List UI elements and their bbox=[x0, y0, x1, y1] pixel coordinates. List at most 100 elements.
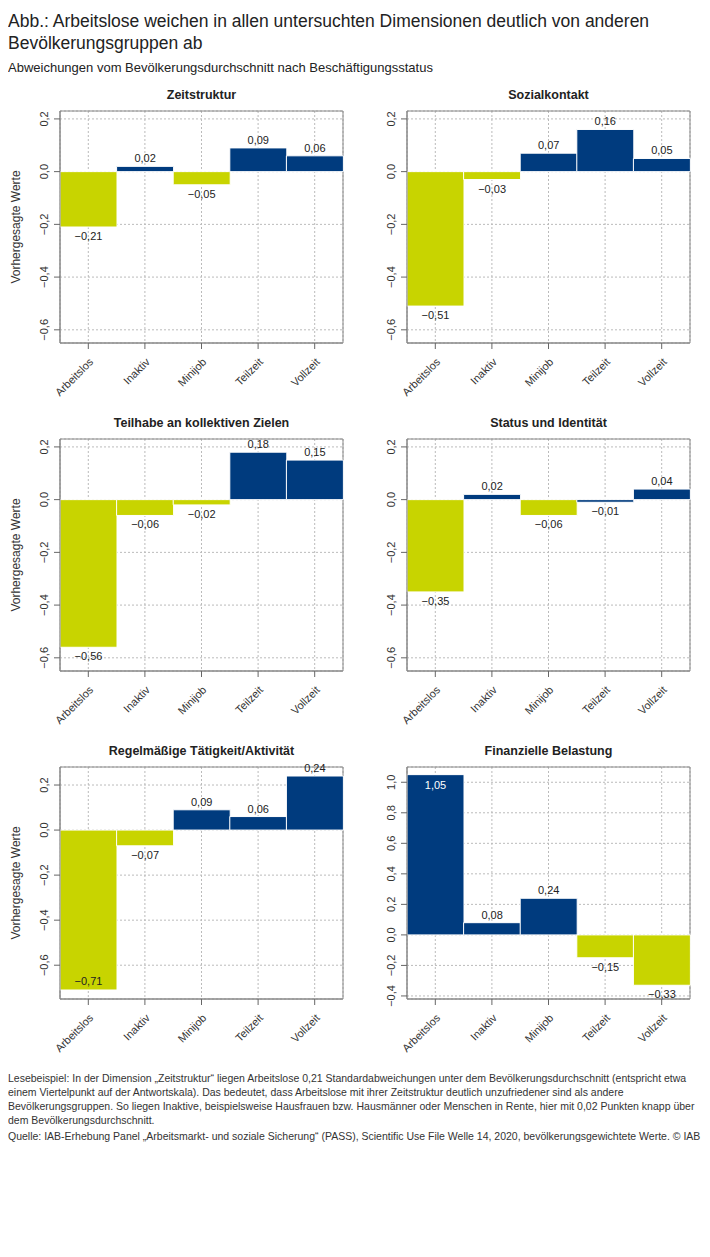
svg-text:−0,01: −0,01 bbox=[591, 505, 619, 517]
svg-text:0,02: 0,02 bbox=[481, 480, 502, 492]
svg-text:Vollzeit: Vollzeit bbox=[636, 684, 669, 717]
svg-text:Vorhergesagte Werte: Vorhergesagte Werte bbox=[9, 498, 23, 612]
svg-text:−0,4: −0,4 bbox=[385, 266, 397, 288]
svg-text:Teilzeit: Teilzeit bbox=[233, 684, 265, 716]
svg-text:Vorhergesagte Werte: Vorhergesagte Werte bbox=[9, 826, 23, 940]
svg-text:Minijob: Minijob bbox=[175, 684, 208, 717]
svg-text:0,2: 0,2 bbox=[38, 111, 50, 126]
svg-text:−0,71: −0,71 bbox=[75, 975, 103, 987]
svg-text:0,09: 0,09 bbox=[248, 134, 269, 146]
svg-text:−0,06: −0,06 bbox=[131, 518, 159, 530]
svg-text:Minijob: Minijob bbox=[175, 356, 208, 389]
svg-text:Arbeitslos: Arbeitslos bbox=[53, 355, 96, 398]
svg-text:−0,35: −0,35 bbox=[422, 595, 450, 607]
svg-text:0,2: 0,2 bbox=[385, 439, 397, 454]
svg-text:1,0: 1,0 bbox=[385, 775, 397, 790]
svg-text:−0,4: −0,4 bbox=[385, 985, 397, 1007]
svg-text:−0,03: −0,03 bbox=[478, 183, 506, 195]
svg-text:−0,33: −0,33 bbox=[648, 988, 676, 1000]
html-text:Abb.: Arbeitslose weichen in a: Abb.: Arbeitslose weichen in allen unter… bbox=[8, 11, 650, 53]
svg-text:0,2: 0,2 bbox=[38, 439, 50, 454]
svg-text:−0,6: −0,6 bbox=[38, 954, 50, 976]
svg-text:0,24: 0,24 bbox=[304, 762, 325, 774]
svg-text:0,18: 0,18 bbox=[248, 438, 269, 450]
svg-text:Teilzeit: Teilzeit bbox=[580, 684, 612, 716]
svg-text:−0,6: −0,6 bbox=[385, 647, 397, 669]
svg-text:Inaktiv: Inaktiv bbox=[121, 683, 152, 714]
svg-text:Teilzeit: Teilzeit bbox=[580, 1012, 612, 1044]
svg-text:−0,06: −0,06 bbox=[535, 518, 563, 530]
svg-text:Teilzeit: Teilzeit bbox=[233, 356, 265, 388]
svg-text:0,06: 0,06 bbox=[248, 803, 269, 815]
svg-text:Inaktiv: Inaktiv bbox=[468, 1011, 499, 1042]
svg-text:−0,4: −0,4 bbox=[38, 266, 50, 288]
svg-text:−0,4: −0,4 bbox=[385, 594, 397, 616]
svg-text:0,0: 0,0 bbox=[38, 822, 50, 837]
svg-text:0,0: 0,0 bbox=[385, 927, 397, 942]
svg-text:0,16: 0,16 bbox=[595, 115, 616, 127]
html-text:Zeitstruktur: Zeitstruktur bbox=[166, 88, 237, 102]
svg-text:0,09: 0,09 bbox=[191, 796, 212, 808]
svg-text:−0,4: −0,4 bbox=[38, 909, 50, 931]
svg-text:Vollzeit: Vollzeit bbox=[289, 356, 322, 389]
svg-text:0,0: 0,0 bbox=[38, 164, 50, 179]
svg-text:Arbeitslos: Arbeitslos bbox=[53, 1011, 96, 1054]
svg-text:Minijob: Minijob bbox=[522, 684, 555, 717]
svg-text:0,15: 0,15 bbox=[304, 446, 325, 458]
svg-text:Vollzeit: Vollzeit bbox=[289, 1012, 322, 1045]
svg-text:−0,6: −0,6 bbox=[38, 319, 50, 341]
svg-text:−0,05: −0,05 bbox=[188, 188, 216, 200]
svg-text:0,08: 0,08 bbox=[481, 909, 502, 921]
svg-text:0,02: 0,02 bbox=[134, 152, 155, 164]
html-text:Abweichungen vom Bevölkerungsd: Abweichungen vom Bevölkerungsdurchschnit… bbox=[8, 60, 433, 75]
svg-text:−0,15: −0,15 bbox=[591, 961, 619, 973]
html-text:Lesebeispiel: In der Dimension: Lesebeispiel: In der Dimension „Zeitstru… bbox=[8, 1072, 695, 1126]
svg-text:−0,56: −0,56 bbox=[75, 650, 103, 662]
svg-text:−0,07: −0,07 bbox=[131, 849, 159, 861]
svg-text:Teilzeit: Teilzeit bbox=[580, 356, 612, 388]
svg-text:0,0: 0,0 bbox=[385, 164, 397, 179]
svg-text:Inaktiv: Inaktiv bbox=[121, 1011, 152, 1042]
svg-text:−0,2: −0,2 bbox=[385, 955, 397, 977]
svg-text:−0,2: −0,2 bbox=[38, 214, 50, 236]
svg-text:0,0: 0,0 bbox=[385, 492, 397, 507]
svg-text:Vollzeit: Vollzeit bbox=[289, 684, 322, 717]
svg-text:−0,21: −0,21 bbox=[75, 230, 103, 242]
svg-text:0,8: 0,8 bbox=[385, 805, 397, 820]
svg-text:0,6: 0,6 bbox=[385, 836, 397, 851]
svg-text:0,04: 0,04 bbox=[651, 475, 672, 487]
svg-text:0,07: 0,07 bbox=[538, 139, 559, 151]
svg-text:−0,2: −0,2 bbox=[385, 542, 397, 564]
svg-text:0,24: 0,24 bbox=[538, 884, 559, 896]
svg-text:0,2: 0,2 bbox=[385, 897, 397, 912]
svg-text:Arbeitslos: Arbeitslos bbox=[53, 683, 96, 726]
svg-text:Minijob: Minijob bbox=[522, 356, 555, 389]
svg-text:−0,6: −0,6 bbox=[38, 647, 50, 669]
svg-text:Arbeitslos: Arbeitslos bbox=[400, 683, 443, 726]
svg-text:Minijob: Minijob bbox=[522, 1012, 555, 1045]
svg-text:Minijob: Minijob bbox=[175, 1012, 208, 1045]
svg-text:Inaktiv: Inaktiv bbox=[468, 355, 499, 386]
svg-text:Teilzeit: Teilzeit bbox=[233, 1012, 265, 1044]
svg-text:0,4: 0,4 bbox=[385, 866, 397, 881]
svg-text:Arbeitslos: Arbeitslos bbox=[400, 355, 443, 398]
svg-text:Vorhergesagte Werte: Vorhergesagte Werte bbox=[9, 170, 23, 284]
svg-text:−0,02: −0,02 bbox=[188, 508, 216, 520]
svg-text:Inaktiv: Inaktiv bbox=[468, 683, 499, 714]
svg-text:0,05: 0,05 bbox=[651, 144, 672, 156]
svg-text:−0,6: −0,6 bbox=[385, 319, 397, 341]
svg-text:Vollzeit: Vollzeit bbox=[636, 356, 669, 389]
svg-text:Vollzeit: Vollzeit bbox=[636, 1012, 669, 1045]
svg-text:0,06: 0,06 bbox=[304, 142, 325, 154]
svg-text:0,2: 0,2 bbox=[38, 777, 50, 792]
svg-text:Arbeitslos: Arbeitslos bbox=[400, 1011, 443, 1054]
svg-text:0,2: 0,2 bbox=[385, 111, 397, 126]
svg-text:−0,2: −0,2 bbox=[385, 214, 397, 236]
svg-text:−0,2: −0,2 bbox=[38, 542, 50, 564]
svg-text:1,05: 1,05 bbox=[425, 779, 446, 791]
svg-text:−0,4: −0,4 bbox=[38, 594, 50, 616]
svg-text:Inaktiv: Inaktiv bbox=[121, 355, 152, 386]
svg-text:−0,51: −0,51 bbox=[422, 309, 450, 321]
svg-text:0,0: 0,0 bbox=[38, 492, 50, 507]
svg-text:−0,2: −0,2 bbox=[38, 864, 50, 886]
